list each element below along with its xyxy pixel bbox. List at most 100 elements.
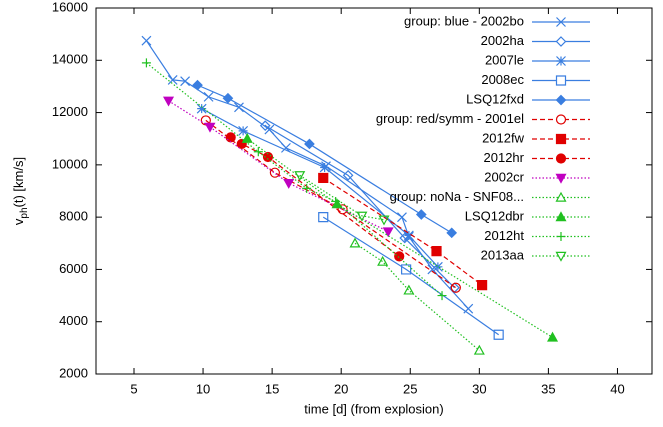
legend-label: 2002ha	[481, 33, 525, 48]
data-point	[331, 198, 343, 209]
y-tick-label: 8000	[59, 209, 88, 224]
series-line	[197, 84, 453, 234]
legend-marker	[556, 56, 566, 66]
legend-label: LSQ12dbr	[465, 208, 525, 223]
data-point	[269, 167, 280, 178]
data-point	[493, 329, 504, 340]
data-point	[141, 58, 151, 68]
data-point	[225, 132, 236, 143]
legend-marker	[555, 36, 567, 47]
series-line	[264, 125, 455, 289]
legend-marker	[555, 75, 567, 86]
data-point	[342, 169, 354, 181]
legend-marker	[556, 232, 566, 241]
data-point	[167, 74, 178, 85]
data-point	[283, 178, 295, 189]
data-point	[253, 147, 263, 157]
y-tick-label: 12000	[52, 104, 88, 119]
legend-label: group: noNa - SNF08...	[390, 189, 524, 204]
x-tick-label: 35	[541, 381, 555, 396]
legend-label: 2012hr	[484, 150, 525, 165]
y-tick-label: 4000	[59, 313, 88, 328]
data-point	[397, 212, 407, 223]
x-tick-label: 30	[472, 381, 486, 396]
data-point	[259, 120, 271, 131]
y-tick-label: 14000	[52, 52, 88, 67]
legend-marker	[555, 114, 567, 125]
data-point	[196, 103, 207, 114]
y-label-rest: (t) [km/s]	[11, 157, 26, 208]
data-point	[180, 76, 191, 87]
legend-marker	[555, 191, 567, 202]
legend-marker	[555, 133, 567, 145]
data-point	[318, 172, 329, 184]
data-point	[203, 91, 214, 102]
legend-label: 2012ht	[484, 228, 524, 243]
data-point	[222, 92, 234, 104]
data-point	[446, 227, 458, 239]
legend-marker	[555, 251, 567, 262]
series-line	[201, 108, 439, 268]
y-axis-label: vph(t) [km/s]	[11, 157, 29, 225]
data-point	[394, 251, 405, 262]
legend-label: 2013aa	[481, 247, 525, 262]
y-label-main: v	[11, 218, 26, 225]
data-point	[473, 344, 485, 355]
data-point	[431, 246, 442, 257]
legend-label: 2002cr	[484, 169, 524, 184]
legend-label: 2008ec	[481, 72, 524, 87]
legend-marker	[555, 211, 567, 222]
legend-label: group: blue - 2002bo	[404, 13, 524, 28]
data-point	[450, 282, 461, 293]
legend-label: LSQ12fxd	[466, 91, 524, 106]
data-point	[415, 209, 427, 220]
data-point	[403, 284, 415, 295]
legend-label: group: red/symm - 2001el	[376, 111, 524, 126]
data-point	[319, 162, 330, 173]
data-point	[432, 261, 443, 272]
data-point	[163, 96, 175, 107]
x-tick-label: 40	[610, 381, 624, 396]
data-point	[294, 171, 306, 182]
x-axis-label: time [d] (from explosion)	[304, 401, 443, 416]
data-point	[204, 122, 216, 133]
data-point	[241, 132, 253, 143]
y-tick-label: 6000	[59, 261, 88, 276]
x-tick-label: 15	[265, 381, 279, 396]
y-tick-label: 16000	[52, 0, 88, 14]
series-line	[145, 40, 469, 310]
series-line	[322, 177, 483, 286]
x-tick-label: 10	[196, 381, 210, 396]
data-point	[238, 125, 249, 136]
data-point	[318, 212, 329, 223]
data-point	[382, 227, 394, 238]
legend-marker	[555, 94, 567, 106]
data-point	[200, 115, 211, 126]
series-line	[354, 242, 480, 351]
data-point	[302, 183, 312, 193]
y-tick-label: 10000	[52, 156, 88, 171]
data-point	[378, 215, 390, 226]
data-point	[547, 331, 559, 342]
x-tick-label: 5	[130, 381, 137, 396]
data-point	[349, 237, 361, 248]
data-point	[304, 138, 315, 150]
data-point	[476, 280, 488, 291]
plot-frame	[95, 7, 653, 375]
series-line	[322, 216, 500, 336]
data-point	[234, 102, 244, 113]
y-label-sub: ph	[19, 207, 30, 218]
data-point	[401, 264, 412, 275]
legend-marker	[555, 153, 567, 164]
data-point	[403, 230, 414, 241]
x-tick-label: 20	[334, 381, 348, 396]
legend-label: 2012fw	[482, 130, 525, 145]
data-point	[356, 211, 368, 222]
data-point	[437, 291, 447, 301]
legend-marker	[555, 173, 567, 184]
legend-label: 2007le	[485, 52, 524, 67]
data-point	[192, 79, 203, 91]
y-tick-label: 2000	[59, 365, 88, 380]
data-point	[141, 35, 152, 46]
